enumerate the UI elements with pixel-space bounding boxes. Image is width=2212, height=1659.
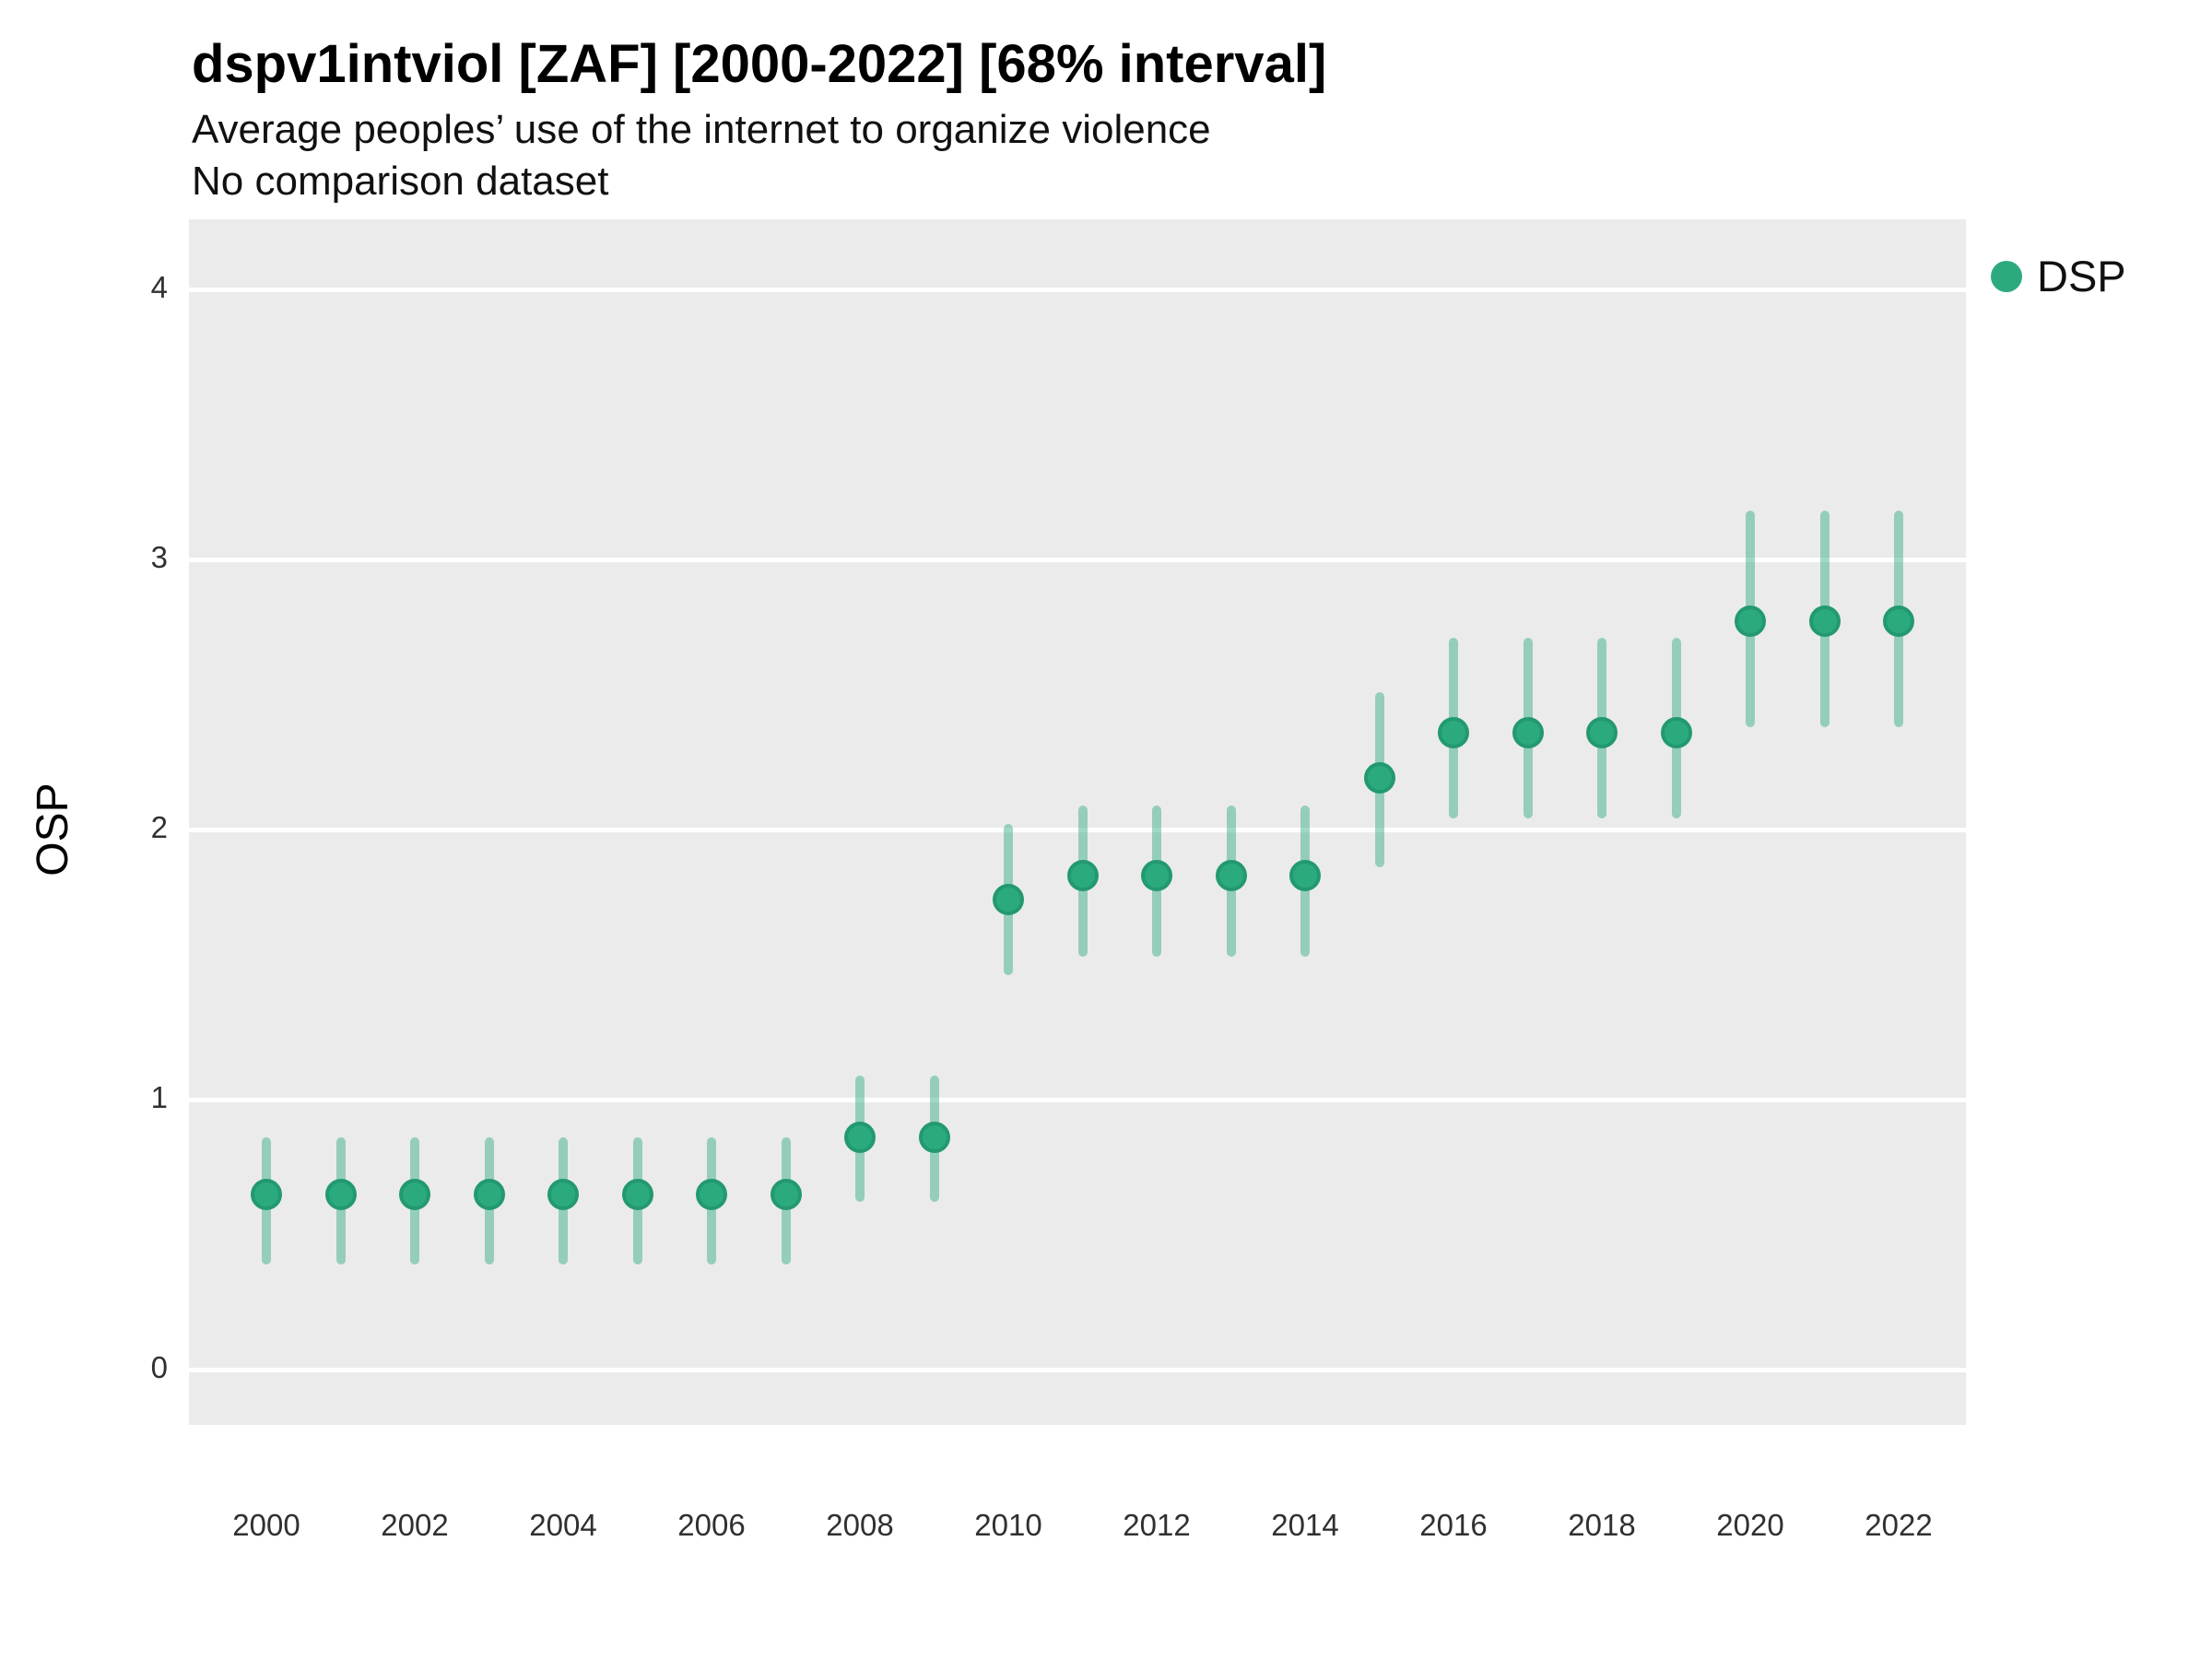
x-tick-label-2018: 2018: [1568, 1508, 1636, 1542]
comparison-note: No comparison dataset: [192, 159, 609, 204]
x-tick-label-2008: 2008: [826, 1508, 894, 1542]
gridline-y-0: [189, 1367, 1966, 1372]
gridline-y-4: [189, 287, 1966, 292]
legend-dot-icon: [1991, 260, 2022, 292]
data-point-2016: [1438, 716, 1469, 748]
x-tick-label-2014: 2014: [1271, 1508, 1339, 1542]
data-point-2022: [1883, 606, 1914, 638]
x-tick-label-2006: 2006: [677, 1508, 746, 1542]
data-point-2008: [844, 1122, 876, 1154]
data-point-2015: [1363, 762, 1395, 794]
data-point-2001: [324, 1178, 357, 1210]
chart-subtitle: Average peoples’ use of the internet to …: [192, 107, 1211, 152]
data-point-2003: [473, 1178, 505, 1210]
y-tick-label-2: 2: [150, 810, 168, 844]
x-tick-label-2000: 2000: [232, 1508, 300, 1542]
data-point-2018: [1586, 716, 1618, 748]
data-point-2012: [1141, 859, 1172, 891]
x-tick-label-2022: 2022: [1865, 1508, 1933, 1542]
x-tick-label-2016: 2016: [1419, 1508, 1488, 1542]
data-point-2007: [770, 1178, 802, 1210]
legend: DSP: [1991, 251, 2126, 301]
data-point-2006: [696, 1178, 727, 1210]
gridline-y-1: [189, 1097, 1966, 1102]
y-tick-label-3: 3: [150, 540, 168, 574]
x-tick-label-2012: 2012: [1123, 1508, 1191, 1542]
data-point-2019: [1660, 716, 1692, 748]
data-point-2017: [1512, 716, 1544, 748]
data-point-2010: [993, 884, 1024, 916]
data-point-2020: [1735, 606, 1766, 638]
data-point-2004: [547, 1178, 579, 1210]
data-point-2009: [918, 1122, 950, 1154]
plot-panel: [189, 219, 1966, 1425]
x-tick-label-2004: 2004: [529, 1508, 597, 1542]
gridline-y-2: [189, 827, 1966, 832]
data-point-2011: [1066, 859, 1099, 891]
y-tick-label-1: 1: [150, 1080, 168, 1114]
y-tick-label-4: 4: [150, 270, 168, 304]
x-tick-label-2002: 2002: [381, 1508, 449, 1542]
data-point-2014: [1289, 859, 1321, 891]
data-point-2000: [251, 1178, 282, 1210]
legend-label: DSP: [2037, 252, 2126, 300]
data-point-2021: [1808, 606, 1841, 638]
gridline-y-3: [189, 557, 1966, 562]
x-tick-label-2010: 2010: [974, 1508, 1042, 1542]
data-point-2002: [399, 1178, 430, 1210]
y-tick-label-0: 0: [150, 1350, 168, 1384]
x-tick-label-2020: 2020: [1716, 1508, 1784, 1542]
data-point-2013: [1215, 859, 1247, 891]
chart-title: dspv1intviol [ZAF] [2000-2022] [68% inte…: [192, 34, 1327, 94]
data-point-2005: [621, 1178, 653, 1210]
